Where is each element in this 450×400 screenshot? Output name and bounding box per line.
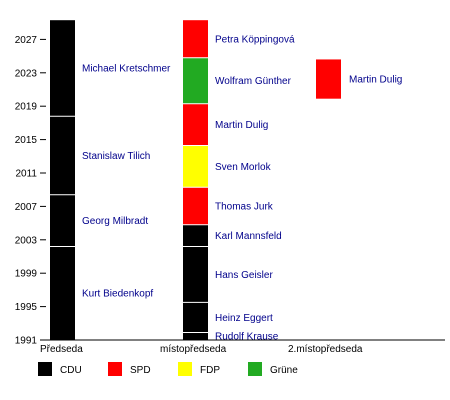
legend-label: FDP xyxy=(200,365,220,376)
term-bar xyxy=(183,246,208,303)
legend-label: Grüne xyxy=(270,365,298,376)
legend-label: CDU xyxy=(60,365,82,376)
legend-swatch xyxy=(108,362,122,376)
term-bar xyxy=(183,224,208,247)
y-tick-label: 2019 xyxy=(15,102,38,113)
term-holder-label: Sven Morlok xyxy=(215,162,272,173)
y-tick-label: 1999 xyxy=(15,269,38,280)
column-label: 2.místopředseda xyxy=(288,344,363,355)
column-label: Předseda xyxy=(40,344,83,355)
term-bar xyxy=(50,116,75,195)
y-tick-label: 2003 xyxy=(15,235,38,246)
term-holder-label: Hans Geisler xyxy=(215,270,273,281)
y-tick-label: 2007 xyxy=(15,202,38,213)
term-holder-label: Kurt Biedenkopf xyxy=(82,289,153,300)
y-tick-label: 1991 xyxy=(15,336,38,347)
term-bar xyxy=(50,246,75,340)
term-bar xyxy=(50,20,75,117)
term-bar xyxy=(183,145,208,188)
term-holder-label: Thomas Jurk xyxy=(215,201,274,212)
term-holder-label: Georg Milbradt xyxy=(82,216,148,227)
term-bar xyxy=(316,59,341,99)
term-holder-label: Wolfram Günther xyxy=(215,76,292,87)
term-bar xyxy=(183,103,208,146)
term-holder-label: Karl Mannsfeld xyxy=(215,231,282,242)
term-holder-label: Heinz Eggert xyxy=(215,313,273,324)
y-tick-label: 2027 xyxy=(15,35,38,46)
term-holder-label: Stanislaw Tilich xyxy=(82,151,150,162)
y-tick-label: 1995 xyxy=(15,302,38,313)
legend-swatch xyxy=(248,362,262,376)
term-bar xyxy=(183,332,208,340)
term-holder-label: Rudolf Krause xyxy=(215,332,279,343)
legend-swatch xyxy=(178,362,192,376)
term-holder-label: Petra Köppingová xyxy=(215,34,295,45)
term-holder-label: Martin Dulig xyxy=(215,120,268,131)
timeline-bars xyxy=(50,20,341,340)
term-bar xyxy=(50,194,75,247)
legend-swatch xyxy=(38,362,52,376)
y-tick-label: 2023 xyxy=(15,68,38,79)
y-axis-ticks: 1991 1995 1999 2003 2007 2011 2015 2019 2023 2027 xyxy=(15,35,46,347)
term-bar xyxy=(183,57,208,104)
term-holder-label: Michael Kretschmer xyxy=(82,64,171,75)
term-holder-label: Martin Dulig xyxy=(349,75,402,86)
column-labels: Předseda místopředseda 2.místopředseda xyxy=(40,344,363,355)
name-labels: Kurt Biedenkopf Georg Milbradt Stanislaw T… xyxy=(82,34,402,342)
legend: CDU SPD FDP Grüne xyxy=(38,362,298,376)
column-label: místopředseda xyxy=(160,344,227,355)
y-tick-label: 2011 xyxy=(15,169,37,180)
term-bar xyxy=(183,302,208,333)
legend-label: SPD xyxy=(130,365,151,376)
y-tick-label: 2015 xyxy=(15,135,38,146)
term-bar xyxy=(183,187,208,225)
term-bar xyxy=(183,20,208,58)
